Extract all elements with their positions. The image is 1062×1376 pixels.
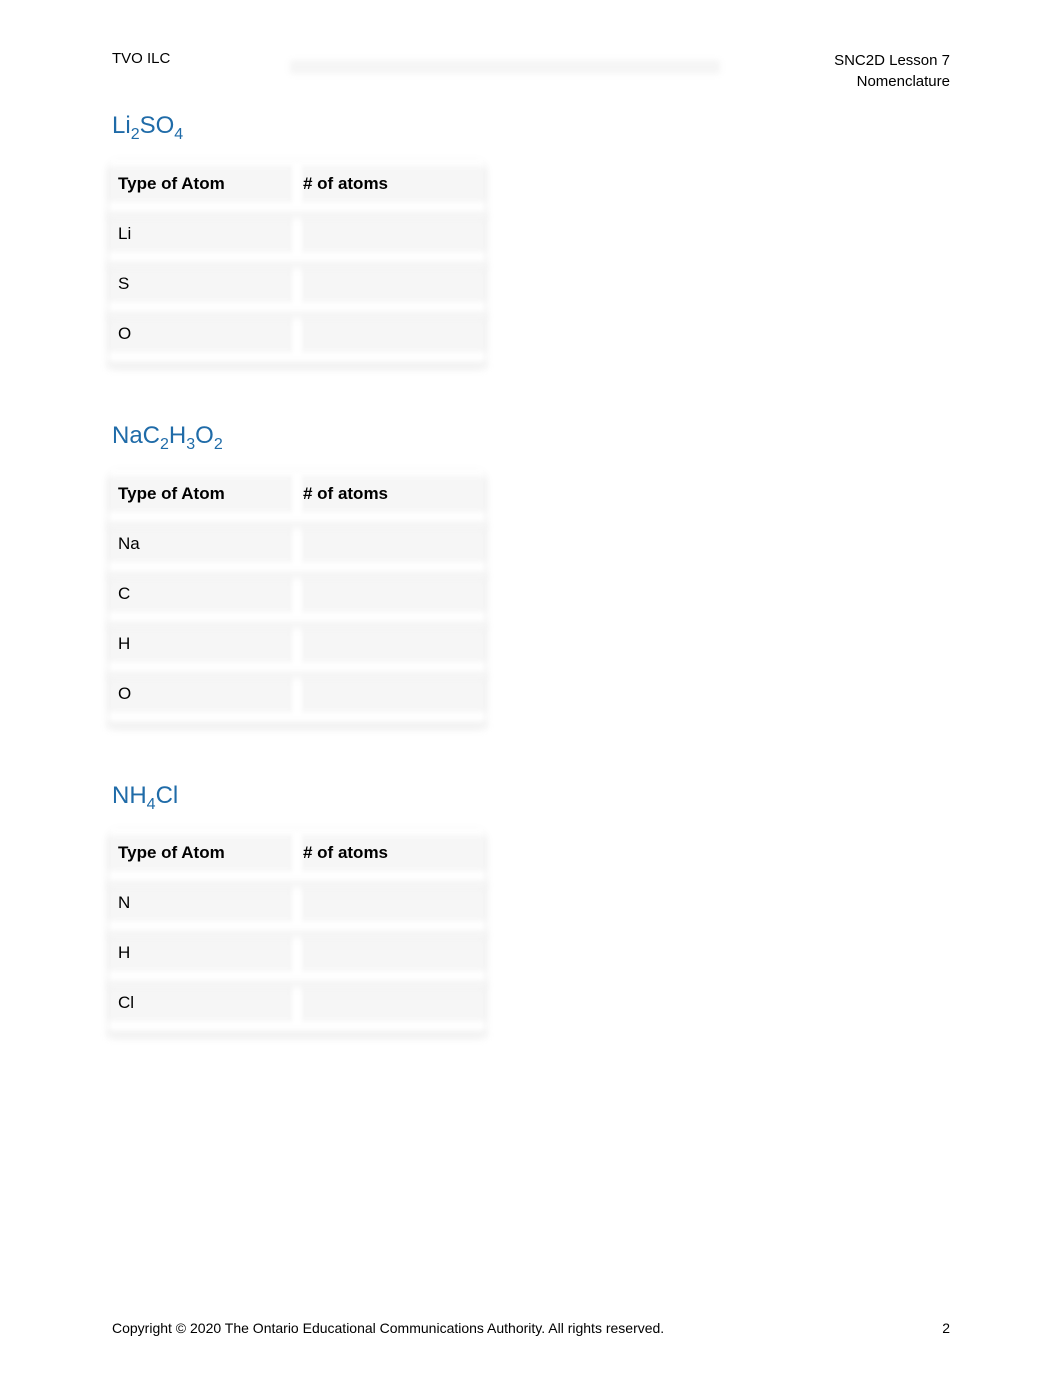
atom-cell: Li: [112, 212, 297, 262]
atom-table: Type of Atom # of atoms N H Cl: [112, 831, 482, 1031]
table-row: H: [112, 931, 482, 981]
table-row: O: [112, 312, 482, 362]
atom-table: Type of Atom # of atoms Li S O: [112, 162, 482, 362]
formula-part: O: [195, 422, 214, 449]
table-row: Na: [112, 522, 482, 572]
col-header-count: # of atoms: [297, 831, 482, 881]
main-content: Li2SO4 Type of Atom # of atoms Li S O: [112, 112, 482, 1091]
table-wrapper: Type of Atom # of atoms Na C H O: [112, 472, 482, 722]
atom-cell: S: [112, 262, 297, 312]
col-header-count: # of atoms: [297, 162, 482, 212]
count-cell: [297, 881, 482, 931]
formula-section: NaC2H3O2 Type of Atom # of atoms Na C H: [112, 422, 482, 722]
table-wrapper: Type of Atom # of atoms Li S O: [112, 162, 482, 362]
formula-part: SO: [140, 112, 175, 139]
header-right-text: SNC2D Lesson 7 Nomenclature: [834, 50, 950, 92]
atom-cell: C: [112, 572, 297, 622]
header-course: SNC2D Lesson 7: [834, 50, 950, 71]
formula-sub: 3: [186, 436, 195, 453]
count-cell: [297, 572, 482, 622]
table-row: Cl: [112, 981, 482, 1031]
formula-section: Li2SO4 Type of Atom # of atoms Li S O: [112, 112, 482, 362]
formula-heading: Li2SO4: [112, 112, 482, 144]
atom-cell: H: [112, 931, 297, 981]
count-cell: [297, 672, 482, 722]
page-number: 2: [942, 1320, 950, 1336]
table-row: N: [112, 881, 482, 931]
col-header-count: # of atoms: [297, 472, 482, 522]
atom-table: Type of Atom # of atoms Na C H O: [112, 472, 482, 722]
col-header-type: Type of Atom: [112, 831, 297, 881]
formula-section: NH4Cl Type of Atom # of atoms N H Cl: [112, 782, 482, 1032]
formula-part: Li: [112, 112, 131, 139]
page-header: TVO ILC SNC2D Lesson 7 Nomenclature: [0, 50, 1062, 92]
count-cell: [297, 981, 482, 1031]
count-cell: [297, 931, 482, 981]
formula-sub: 4: [174, 126, 183, 143]
formula-heading: NaC2H3O2: [112, 422, 482, 454]
formula-sub: 2: [131, 126, 140, 143]
col-header-type: Type of Atom: [112, 472, 297, 522]
formula-part: NaC: [112, 422, 160, 449]
atom-cell: O: [112, 312, 297, 362]
count-cell: [297, 262, 482, 312]
atom-cell: H: [112, 622, 297, 672]
count-cell: [297, 212, 482, 262]
table-wrapper: Type of Atom # of atoms N H Cl: [112, 831, 482, 1031]
formula-sub: 4: [147, 795, 156, 812]
table-row: O: [112, 672, 482, 722]
count-cell: [297, 312, 482, 362]
atom-cell: Na: [112, 522, 297, 572]
table-header-row: Type of Atom # of atoms: [112, 831, 482, 881]
formula-part: H: [169, 422, 186, 449]
count-cell: [297, 622, 482, 672]
header-left-text: TVO ILC: [112, 50, 170, 67]
table-row: S: [112, 262, 482, 312]
formula-sub: 2: [214, 436, 223, 453]
formula-heading: NH4Cl: [112, 782, 482, 814]
table-row: H: [112, 622, 482, 672]
header-topic: Nomenclature: [834, 71, 950, 92]
atom-cell: O: [112, 672, 297, 722]
copyright-text: Copyright © 2020 The Ontario Educational…: [112, 1320, 664, 1336]
formula-part: Cl: [156, 782, 179, 809]
col-header-type: Type of Atom: [112, 162, 297, 212]
formula-sub: 2: [160, 436, 169, 453]
table-header-row: Type of Atom # of atoms: [112, 472, 482, 522]
count-cell: [297, 522, 482, 572]
formula-part: NH: [112, 782, 147, 809]
table-header-row: Type of Atom # of atoms: [112, 162, 482, 212]
atom-cell: Cl: [112, 981, 297, 1031]
table-row: Li: [112, 212, 482, 262]
page-footer: Copyright © 2020 The Ontario Educational…: [112, 1320, 950, 1336]
atom-cell: N: [112, 881, 297, 931]
table-row: C: [112, 572, 482, 622]
